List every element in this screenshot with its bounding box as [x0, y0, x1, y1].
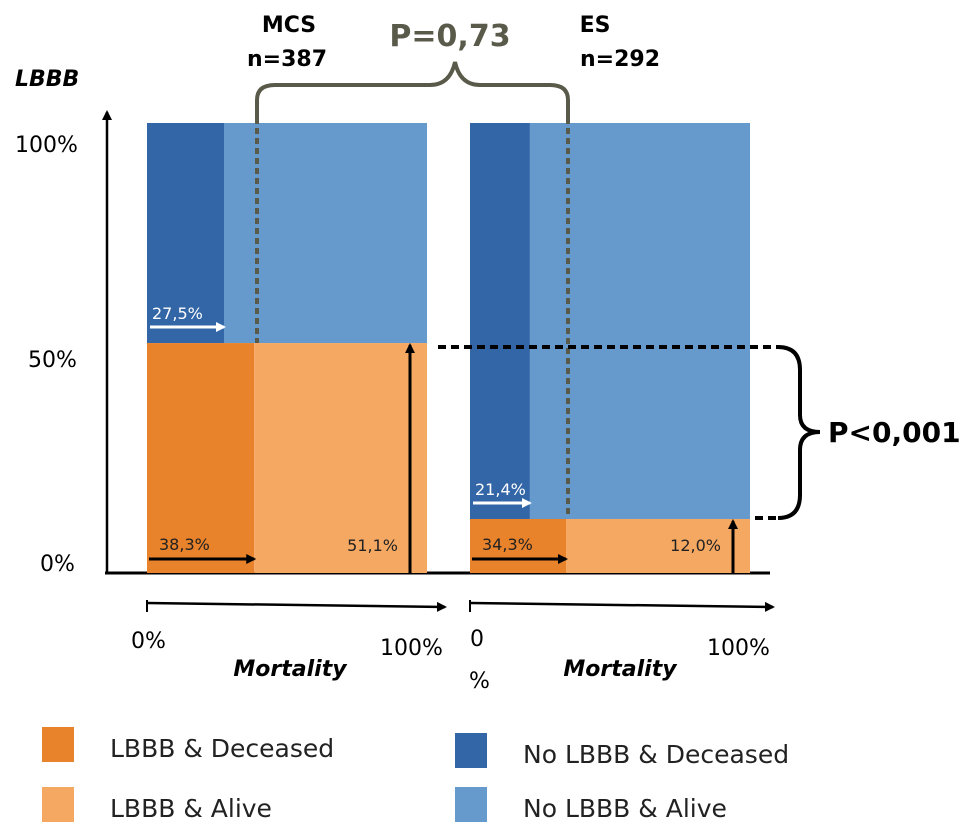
- y-tick-label-100: 100%: [15, 133, 78, 158]
- mcs-lbbb-alive-bar: [254, 343, 427, 573]
- mcs-no-lbbb-mortality-label: 27,5%: [152, 304, 203, 323]
- y-tick-label-0: 0%: [40, 552, 75, 577]
- group-n-es: n=292: [580, 47, 660, 72]
- legend-label-no-lbbb-alive: No LBBB & Alive: [523, 794, 727, 823]
- mcs-lbbb-fraction-label: 51,1%: [347, 536, 398, 555]
- legend-label-lbbb-deceased: LBBB & Deceased: [110, 734, 334, 763]
- lbbb-comparison-brace: [777, 345, 821, 520]
- y-tick-label-50: 50%: [28, 348, 77, 373]
- es-lbbb-deceased-bar: [470, 519, 567, 573]
- es-no-lbbb-mortality-label: 21,4%: [475, 480, 526, 499]
- es-lbbb-alive-bar: [566, 519, 750, 573]
- es-x-start-label: 0: [470, 627, 484, 652]
- es-x-axis-title: Mortality: [563, 657, 678, 682]
- es-lbbb-mortality-label: 34,3%: [482, 535, 533, 554]
- group-title-es: ES: [580, 13, 611, 38]
- es-x-end-label: 100%: [707, 636, 770, 661]
- mcs-x-axis-title: Mortality: [233, 657, 348, 682]
- mortality-comparison-brace: [255, 61, 570, 118]
- legend-swatch-lbbb-alive: [42, 787, 74, 822]
- legend-label-no-lbbb-deceased: No LBBB & Deceased: [523, 740, 789, 769]
- mcs-x-end-label: 100%: [380, 636, 443, 661]
- mcs-no-lbbb-deceased-bar: [147, 123, 224, 344]
- mcs-lbbb-mortality-label: 38,3%: [159, 535, 210, 554]
- y-axis-title: LBBB: [15, 67, 79, 92]
- legend-swatch-no-lbbb-alive: [455, 787, 487, 822]
- legend-label-lbbb-alive: LBBB & Alive: [110, 794, 272, 823]
- legend-swatch-lbbb-deceased: [42, 727, 74, 762]
- mcs-x-start-label: 0%: [131, 629, 166, 654]
- lbbb-p-value: P<0,001: [828, 416, 960, 449]
- es-x-axis-arrow: [469, 601, 775, 612]
- es-no-lbbb-alive-bar: [529, 123, 750, 519]
- legend: LBBB & Deceased No LBBB & Deceased LBBB …: [42, 727, 789, 823]
- mcs-lbbb-deceased-bar: [147, 343, 255, 573]
- es-x-start-label-percent: %: [469, 669, 490, 694]
- group-n-mcs: n=387: [247, 47, 327, 72]
- legend-swatch-no-lbbb-deceased: [455, 733, 487, 768]
- mortality-p-value: P=0,73: [389, 19, 510, 54]
- mcs-x-axis-arrow: [146, 601, 447, 612]
- mcs-no-lbbb-alive-bar: [224, 123, 427, 344]
- group-title-mcs: MCS: [262, 13, 316, 38]
- es-lbbb-fraction-label: 12,0%: [670, 536, 721, 555]
- es-no-lbbb-deceased-bar: [470, 123, 530, 519]
